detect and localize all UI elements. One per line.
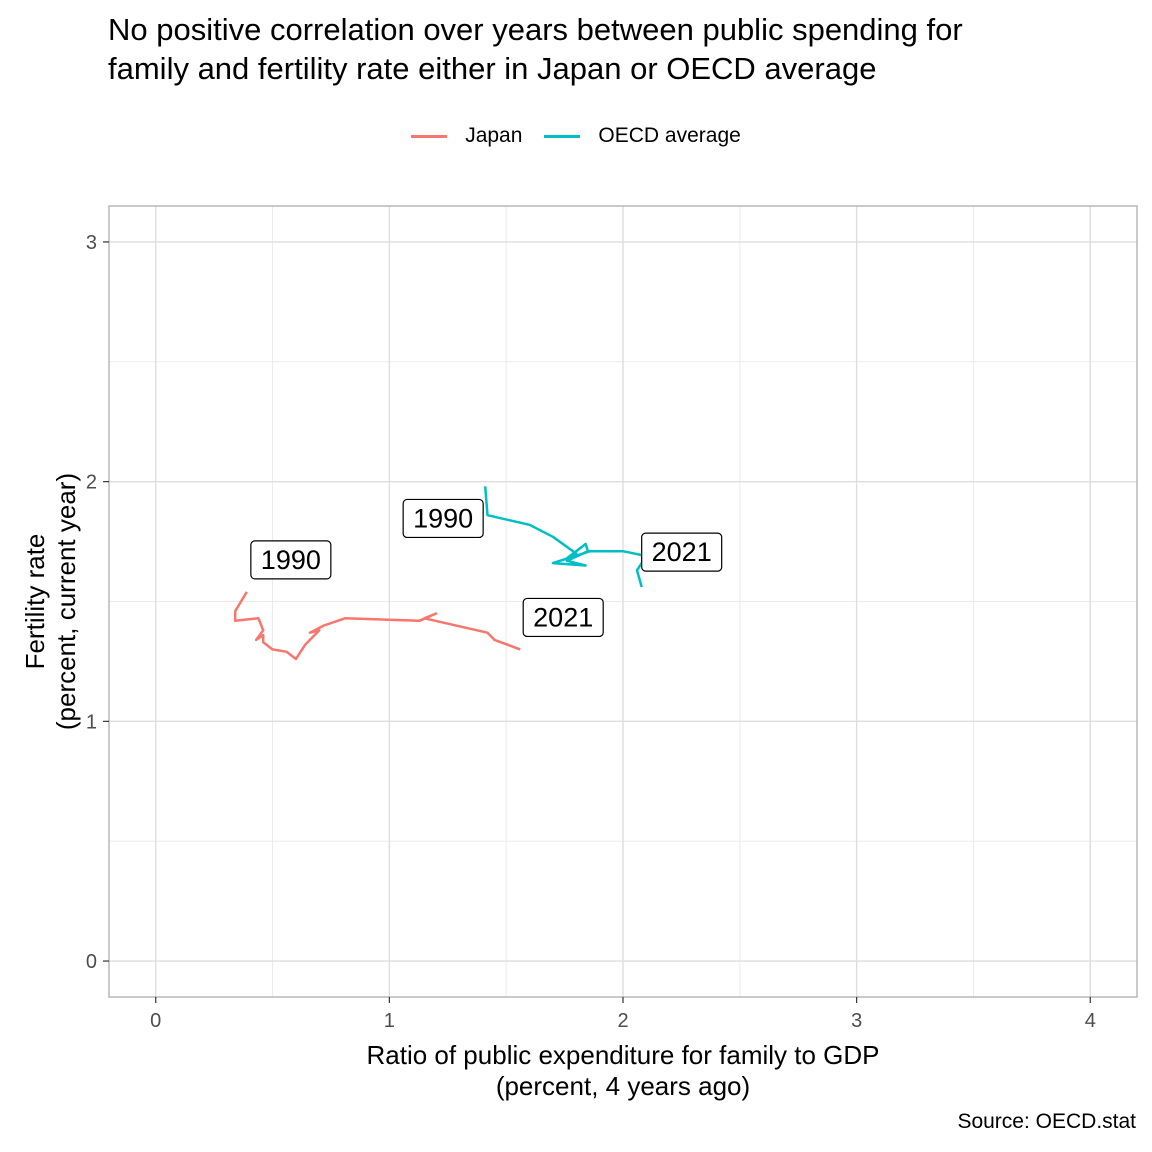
series-line-japan [233,591,521,661]
x-tick-label: 4 [1085,1010,1096,1032]
legend-key-oecd [544,134,581,138]
x-axis-title: Ratio of public expenditure for family t… [366,1040,879,1101]
x-tick-label: 2 [617,1010,628,1032]
legend-key-japan [411,134,448,138]
legend-item-japan: Japan [411,124,522,148]
oecd-start-label-box [402,498,484,539]
y-tick-label: 1 [86,711,97,733]
x-tick-label: 0 [150,1010,161,1032]
japan-start-label-box [250,540,332,580]
y-axis-title: Fertility rate(percent, current year) [20,473,81,730]
legend: Japan OECD average [0,124,1152,148]
oecd-end-label-box [641,532,723,572]
legend-label-japan: Japan [465,124,523,147]
y-tick-label: 2 [86,472,97,494]
japan-start-label: 1990 [261,545,321,575]
source-caption: Source: OECD.stat [957,1110,1136,1133]
x-tick-label: 3 [851,1010,862,1032]
chart-title: No positive correlation over years betwe… [108,12,963,86]
legend-label-oecd: OECD average [598,124,741,147]
japan-end-label-box [522,597,604,638]
oecd-start-label: 1990 [413,503,473,533]
legend-item-oecd: OECD average [544,124,741,148]
japan-end-label: 2021 [533,602,593,632]
y-tick-label: 0 [86,951,97,973]
oecd-end-label: 2021 [652,537,712,567]
y-tick-label: 3 [86,232,97,254]
x-tick-label: 1 [384,1010,395,1032]
